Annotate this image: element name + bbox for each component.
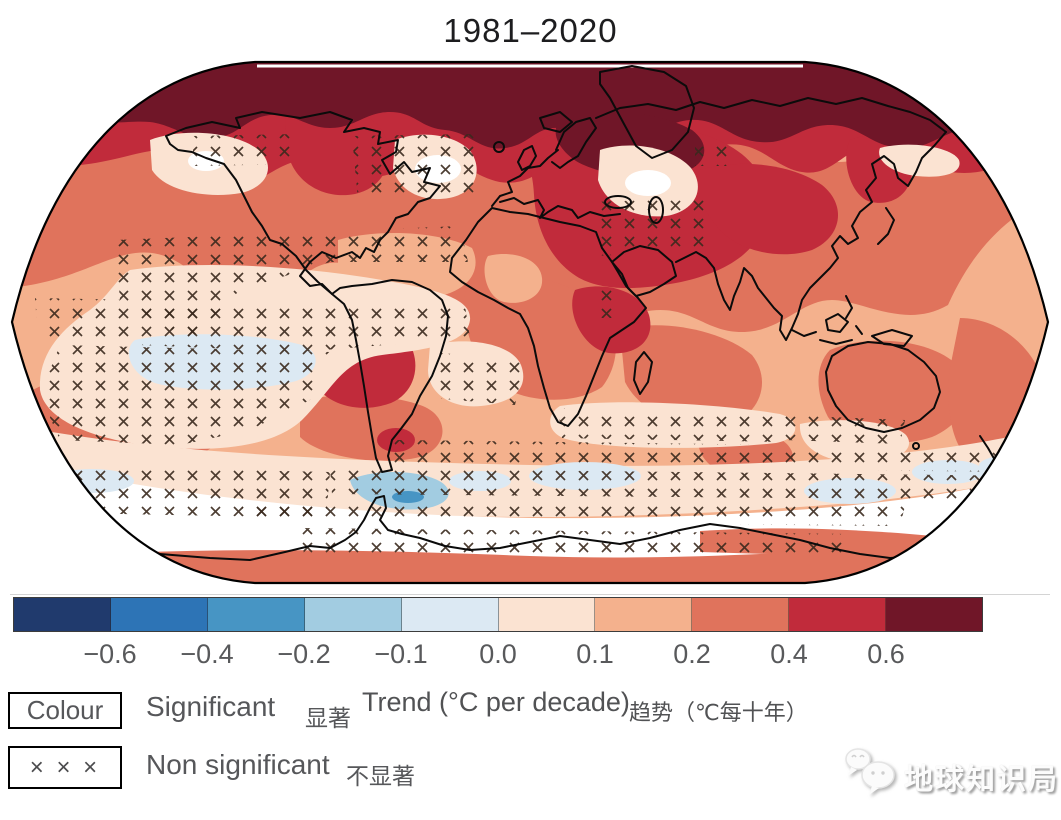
colorbar-segment-7 [692, 598, 790, 631]
coastlines [61, 65, 1005, 561]
colorbar-segment-0 [14, 598, 111, 631]
colorbar-title-zh: 趋势（℃每十年） [629, 700, 808, 725]
colorbar-tick-7: 0.4 [770, 639, 808, 669]
wechat-logo-icon [845, 748, 895, 795]
map-fill-layers [12, 62, 1048, 583]
colorbar-segment-4 [401, 598, 499, 631]
chart-title: 1981–2020 [443, 12, 618, 49]
colorbar-title-en: Trend (°C per decade) [362, 687, 630, 717]
significant-label-zh: 显著 [305, 705, 351, 731]
colorbar-tick-8: 0.6 [867, 639, 905, 669]
map-outline [10, 60, 1050, 585]
colorbar-tick-3: −0.1 [374, 639, 428, 669]
significant-label-en: Significant [146, 691, 276, 722]
non-significant-label-en: Non significant [146, 749, 330, 780]
colorbar-tick-2: −0.2 [277, 639, 331, 669]
colorbar-segment-8 [789, 598, 887, 631]
colorbar-top-rule [10, 594, 1050, 595]
colorbar-tick-0: −0.6 [83, 639, 137, 669]
non-significant-hatching [14, 134, 1035, 560]
colorbar-segment-1 [110, 598, 208, 631]
colorbar-segments [14, 598, 983, 631]
colorbar-ticks: −0.6 −0.4 −0.2 −0.1 0.0 0.1 0.2 0.4 0.6 [0, 639, 1061, 673]
watermark-text: 地球知识局 [904, 764, 1060, 796]
colorbar-tick-6: 0.2 [673, 639, 711, 669]
hatch-legend-label: × × × [29, 753, 101, 781]
watermark: 地球知识局 [842, 742, 1057, 806]
colorbar-tick-1: −0.4 [180, 639, 234, 669]
colour-legend-label: Colour [26, 695, 104, 725]
colour-legend-box: Colour [8, 692, 122, 729]
colorbar-segment-6 [595, 598, 693, 631]
colorbar-tick-4: 0.0 [479, 639, 517, 669]
colorbar-segment-5 [498, 598, 596, 631]
hatch-legend-box: × × × [8, 746, 122, 789]
colorbar-segment-9 [886, 598, 983, 631]
colorbar-segment-2 [207, 598, 305, 631]
colorbar-segment-3 [304, 598, 402, 631]
colorbar-tick-5: 0.1 [576, 639, 614, 669]
colorbar [13, 597, 983, 632]
non-significant-label-zh: 不显著 [346, 763, 415, 789]
